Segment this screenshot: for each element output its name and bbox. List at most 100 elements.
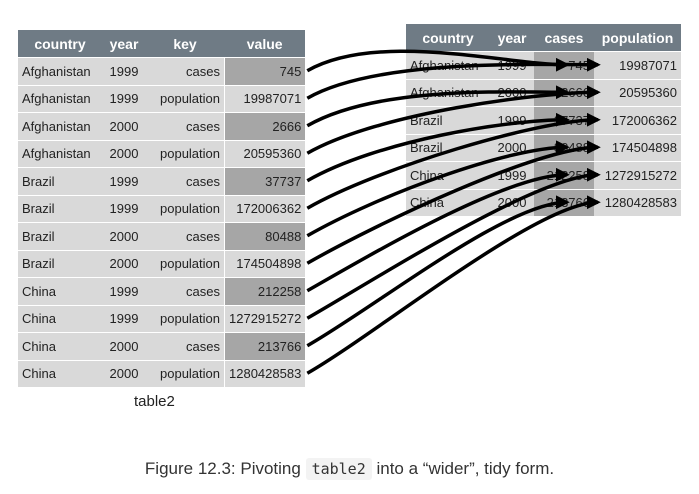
cell-population: 174504898 [594,133,681,161]
table2-header-row: country year key value [18,30,306,57]
caption-prefix: Figure 12.3: Pivoting [144,459,306,478]
cell-country: Brazil [18,222,102,250]
table-row: Brazil 2000 cases 80488 [18,222,306,250]
cell-value: 745 [224,57,306,85]
table-row: China 2000 213766 1280428583 [406,188,681,216]
cell-year: 1999 [102,167,146,195]
cell-cases: 745 [534,51,594,79]
cell-country: China [18,277,102,305]
cell-year: 2000 [102,112,146,140]
cell-key: population [146,139,224,167]
cell-country: Brazil [18,249,102,277]
cell-country: Brazil [18,194,102,222]
cell-country: China [18,304,102,332]
cell-country: China [18,359,102,387]
col-header-country: country [406,24,490,51]
col-header-year: year [102,30,146,57]
cell-country: Afghanistan [406,51,490,79]
cell-value: 19987071 [224,84,306,112]
figure-caption: Figure 12.3: Pivoting table2 into a “wid… [0,458,699,480]
cell-cases: 212258 [534,161,594,189]
cell-population: 19987071 [594,51,681,79]
cell-key: cases [146,222,224,250]
cell-country: China [18,332,102,360]
cell-value: 2666 [224,112,306,140]
table2-long: country year key value Afghanistan 1999 ca… [18,30,306,387]
cell-country: Afghanistan [18,84,102,112]
cell-country: China [406,161,490,189]
cell-year: 2000 [490,188,534,216]
cell-year: 2000 [102,222,146,250]
cell-year: 1999 [490,161,534,189]
cell-year: 1999 [102,277,146,305]
tidy-wide-table: country year cases population Afghanista… [406,24,681,216]
table-row: Afghanistan 2000 2666 20595360 [406,78,681,106]
table-row: Brazil 2000 80488 174504898 [406,133,681,161]
table-row: China 1999 population 1272915272 [18,304,306,332]
pivot-arrow [306,195,570,348]
cell-key: cases [146,167,224,195]
table-row: Afghanistan 1999 cases 745 [18,57,306,85]
cell-key: population [146,84,224,112]
cell-year: 2000 [102,139,146,167]
cell-value: 172006362 [224,194,306,222]
col-header-key: key [146,30,224,57]
cell-cases: 213766 [534,188,594,216]
cell-country: Afghanistan [406,78,490,106]
cell-year: 2000 [102,359,146,387]
table-row: Brazil 1999 cases 37737 [18,167,306,195]
caption-code: table2 [305,458,372,480]
caption-suffix: into a “wider”, tidy form. [371,459,555,478]
cell-cases: 37737 [534,106,594,134]
cell-country: Brazil [406,133,490,161]
cell-year: 1999 [102,57,146,85]
table-row: China 2000 population 1280428583 [18,359,306,387]
cell-year: 2000 [102,249,146,277]
cell-cases: 2666 [534,78,594,106]
cell-year: 2000 [490,78,534,106]
pivot-arrow [306,195,601,375]
cell-value: 1272915272 [224,304,306,332]
wide-header-row: country year cases population [406,24,681,51]
col-header-country: country [18,30,102,57]
table-row: Brazil 2000 population 174504898 [18,249,306,277]
table-row: China 1999 212258 1272915272 [406,161,681,189]
table2-caption: table2 [134,393,175,410]
cell-year: 1999 [490,51,534,79]
cell-value: 212258 [224,277,306,305]
table-row: Afghanistan 1999 population 19987071 [18,84,306,112]
cell-value: 20595360 [224,139,306,167]
cell-country: China [406,188,490,216]
cell-value: 80488 [224,222,306,250]
cell-value: 37737 [224,167,306,195]
cell-key: population [146,194,224,222]
cell-country: Afghanistan [18,112,102,140]
cell-population: 172006362 [594,106,681,134]
cell-value: 174504898 [224,249,306,277]
table-row: China 1999 cases 212258 [18,277,306,305]
cell-year: 1999 [102,84,146,112]
cell-population: 20595360 [594,78,681,106]
cell-value: 1280428583 [224,359,306,387]
cell-country: Afghanistan [18,57,102,85]
cell-country: Brazil [406,106,490,134]
cell-key: population [146,249,224,277]
cell-country: Afghanistan [18,139,102,167]
cell-key: population [146,359,224,387]
cell-year: 1999 [490,106,534,134]
cell-key: cases [146,112,224,140]
table-row: Afghanistan 2000 cases 2666 [18,112,306,140]
table-row: Brazil 1999 population 172006362 [18,194,306,222]
cell-key: cases [146,277,224,305]
table-row: Afghanistan 1999 745 19987071 [406,51,681,79]
cell-key: cases [146,332,224,360]
table-row: Afghanistan 2000 population 20595360 [18,139,306,167]
col-header-value: value [224,30,306,57]
cell-year: 2000 [490,133,534,161]
col-header-population: population [594,24,681,51]
cell-population: 1272915272 [594,161,681,189]
table-row: China 2000 cases 213766 [18,332,306,360]
cell-value: 213766 [224,332,306,360]
table-row: Brazil 1999 37737 172006362 [406,106,681,134]
cell-key: population [146,304,224,332]
